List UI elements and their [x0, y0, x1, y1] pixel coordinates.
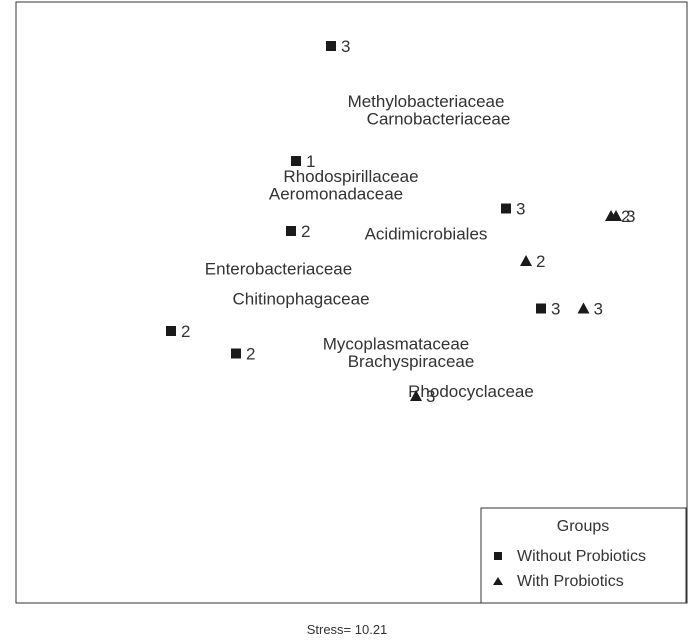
legend-box [480, 507, 687, 604]
legend-square-marker [494, 552, 502, 560]
stress-label: Stress= 10.21 [307, 622, 388, 637]
point-label: 2 [301, 222, 310, 241]
taxon-label: Acidimicrobiales [365, 225, 488, 244]
square-point [166, 326, 176, 336]
square-point [326, 41, 336, 51]
taxon-label: Brachyspiraceae [348, 352, 475, 371]
point-label: 1 [306, 152, 315, 171]
taxon-label: Methylobacteriaceae [348, 92, 505, 111]
triangle-point [520, 255, 532, 266]
taxon-label: Aeromonadaceae [269, 185, 403, 204]
triangle-point [410, 390, 422, 401]
plot-frame [15, 1, 688, 604]
legend-triangle-marker [493, 577, 503, 585]
point-label: 2 [181, 322, 190, 341]
square-point [286, 226, 296, 236]
point-label: 3 [341, 37, 350, 56]
taxon-label: Chitinophagaceae [232, 290, 369, 309]
point-label: 3 [516, 200, 525, 219]
point-label: 3 [426, 387, 435, 406]
point-label: 3 [626, 207, 635, 226]
taxon-label: Enterobacteriaceae [205, 260, 352, 279]
taxon-label: Rhodospirillaceae [283, 167, 418, 186]
point-label: 3 [551, 300, 560, 319]
triangle-point [610, 210, 622, 221]
point-label: 2 [536, 252, 545, 271]
square-point [536, 303, 546, 314]
triangle-point [577, 302, 590, 314]
square-point [501, 203, 511, 214]
legend-title: Groups [557, 518, 609, 535]
legend: Groups Without Probiotics With Probiotic… [480, 507, 687, 604]
square-point [291, 156, 301, 166]
point-label: 3 [594, 300, 603, 319]
legend-entry-with-probiotics: With Probiotics [517, 573, 624, 590]
square-point [231, 348, 241, 359]
point-label: 2 [621, 207, 630, 226]
point-label: 2 [246, 345, 255, 364]
taxon-label: Carnobacteriaceae [367, 110, 511, 129]
taxon-label: Mycoplasmataceae [323, 335, 469, 354]
taxon-label: Rhodocyclaceae [408, 382, 534, 401]
legend-entry-without-probiotics: Without Probiotics [517, 548, 646, 565]
